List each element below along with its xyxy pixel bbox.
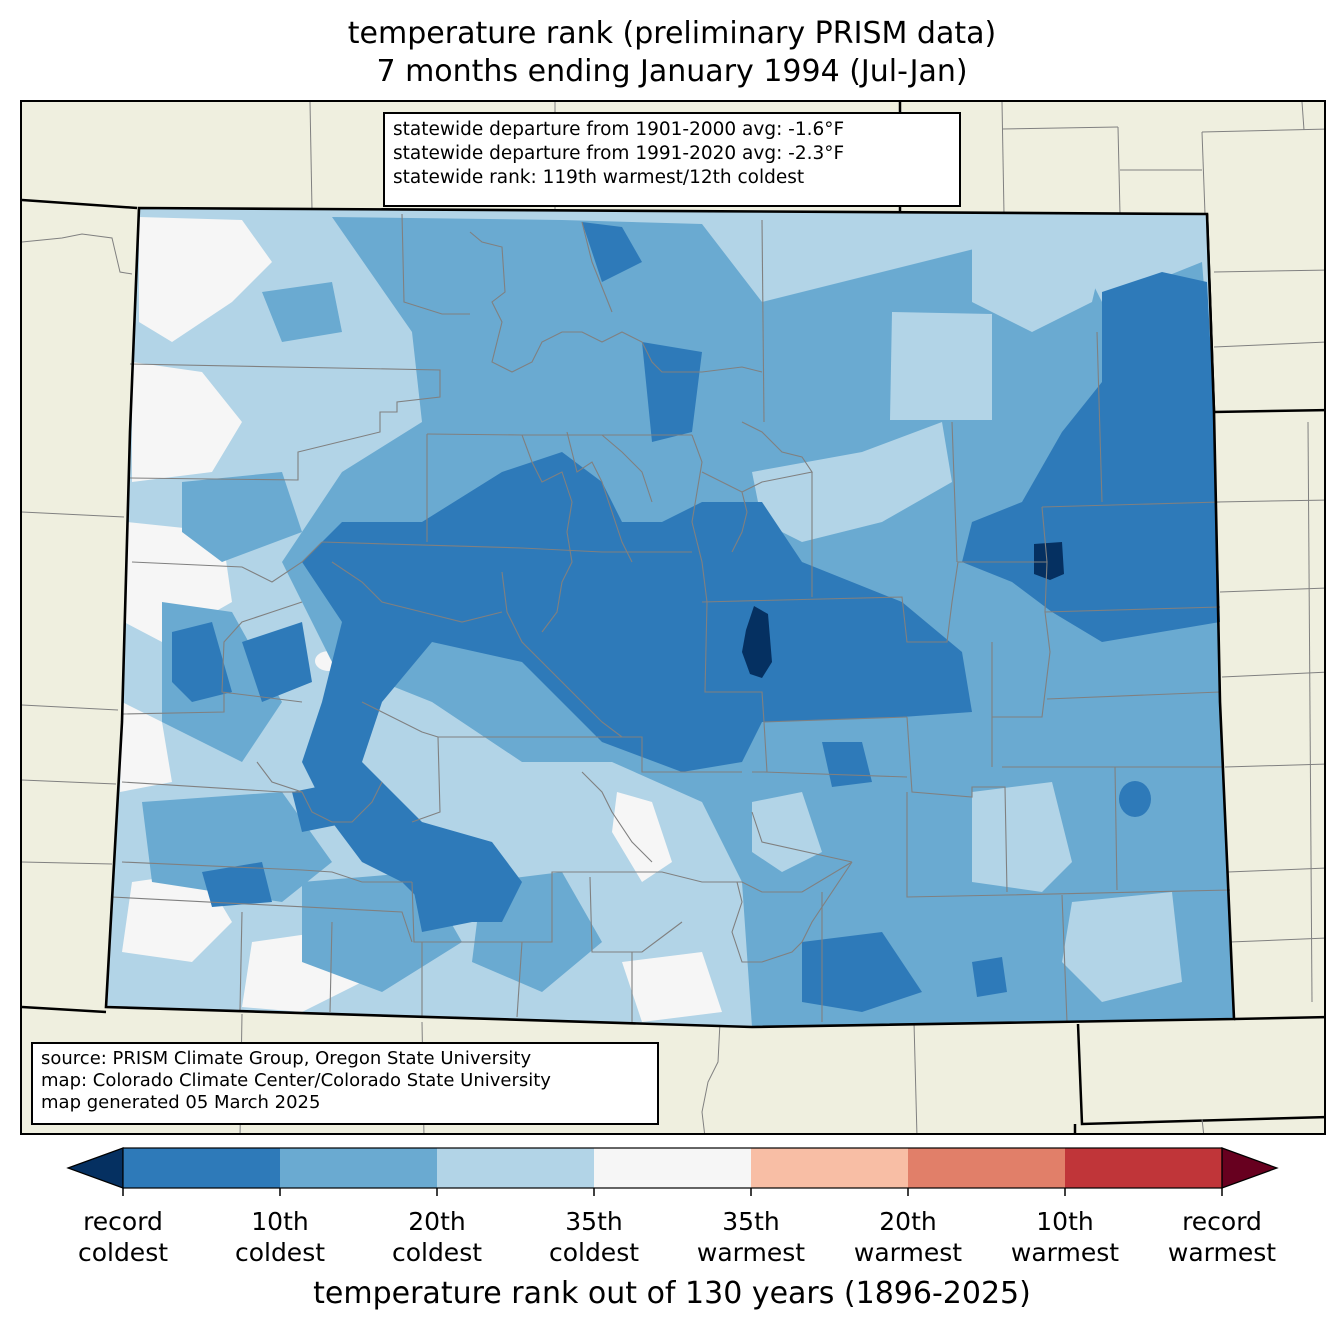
tick-label-record-warmest: record warmest xyxy=(1167,1207,1277,1267)
tick-label-20th-warmest: 20th warmest xyxy=(853,1207,963,1267)
map-panel xyxy=(20,100,1326,1135)
map-subtitle: 7 months ending January 1994 (Jul-Jan) xyxy=(376,54,968,89)
departure-1901-2000: statewide departure from 1901-2000 avg: … xyxy=(393,119,845,140)
colorado-rank-fill xyxy=(106,208,1234,1027)
neighbor-county-lines xyxy=(22,102,1324,1133)
departure-1991-2020: statewide departure from 1991-2020 avg: … xyxy=(393,143,845,164)
colorbar-seg-35-coldest xyxy=(437,1148,594,1188)
statewide-rank: statewide rank: 119th warmest/12th colde… xyxy=(393,167,805,188)
source-line: source: PRISM Climate Group, Oregon Stat… xyxy=(41,1048,532,1069)
colorado-county-lines xyxy=(111,213,1231,1024)
colorado-rank-map xyxy=(22,102,1324,1133)
map-title: temperature rank (preliminary PRISM data… xyxy=(347,16,997,51)
tick-label-35th-warmest: 35th warmest xyxy=(696,1207,806,1267)
tick-label-35th-coldest: 35th coldest xyxy=(548,1207,640,1267)
rank-10-coldest-zones xyxy=(172,222,1220,1012)
colorbar-seg-35-warmest xyxy=(751,1148,908,1188)
tick-label-record-coldest: record coldest xyxy=(77,1207,169,1267)
colorbar xyxy=(66,1147,1279,1196)
source-credits-box: source: PRISM Climate Group, Oregon Stat… xyxy=(31,1042,659,1125)
colorbar-extend-cold xyxy=(66,1147,124,1189)
colorbar-extend-warm xyxy=(1221,1147,1279,1189)
tick-label-10th-warmest: 10th warmest xyxy=(1010,1207,1120,1267)
record-coldest-zones xyxy=(742,542,1064,678)
colorbar-label: temperature rank out of 130 years (1896-… xyxy=(313,1276,1031,1311)
colorado-border xyxy=(104,206,1236,1029)
statewide-stats-box: statewide departure from 1901-2000 avg: … xyxy=(383,112,961,207)
colorbar-seg-10-coldest xyxy=(123,1148,280,1188)
tick-label-10th-coldest: 10th coldest xyxy=(234,1207,326,1267)
generated-date-line: map generated 05 March 2025 xyxy=(41,1092,321,1113)
colorbar-seg-20-coldest xyxy=(280,1148,437,1188)
colorbar-seg-20-warmest xyxy=(908,1148,1065,1188)
colorbar-ticks xyxy=(122,1188,1223,1196)
colorbar-seg-10-warmest xyxy=(1065,1148,1222,1188)
colorbar-seg-near-normal xyxy=(594,1148,751,1188)
map-credit-line: map: Colorado Climate Center/Colorado St… xyxy=(41,1070,551,1091)
tick-label-20th-coldest: 20th coldest xyxy=(391,1207,483,1267)
